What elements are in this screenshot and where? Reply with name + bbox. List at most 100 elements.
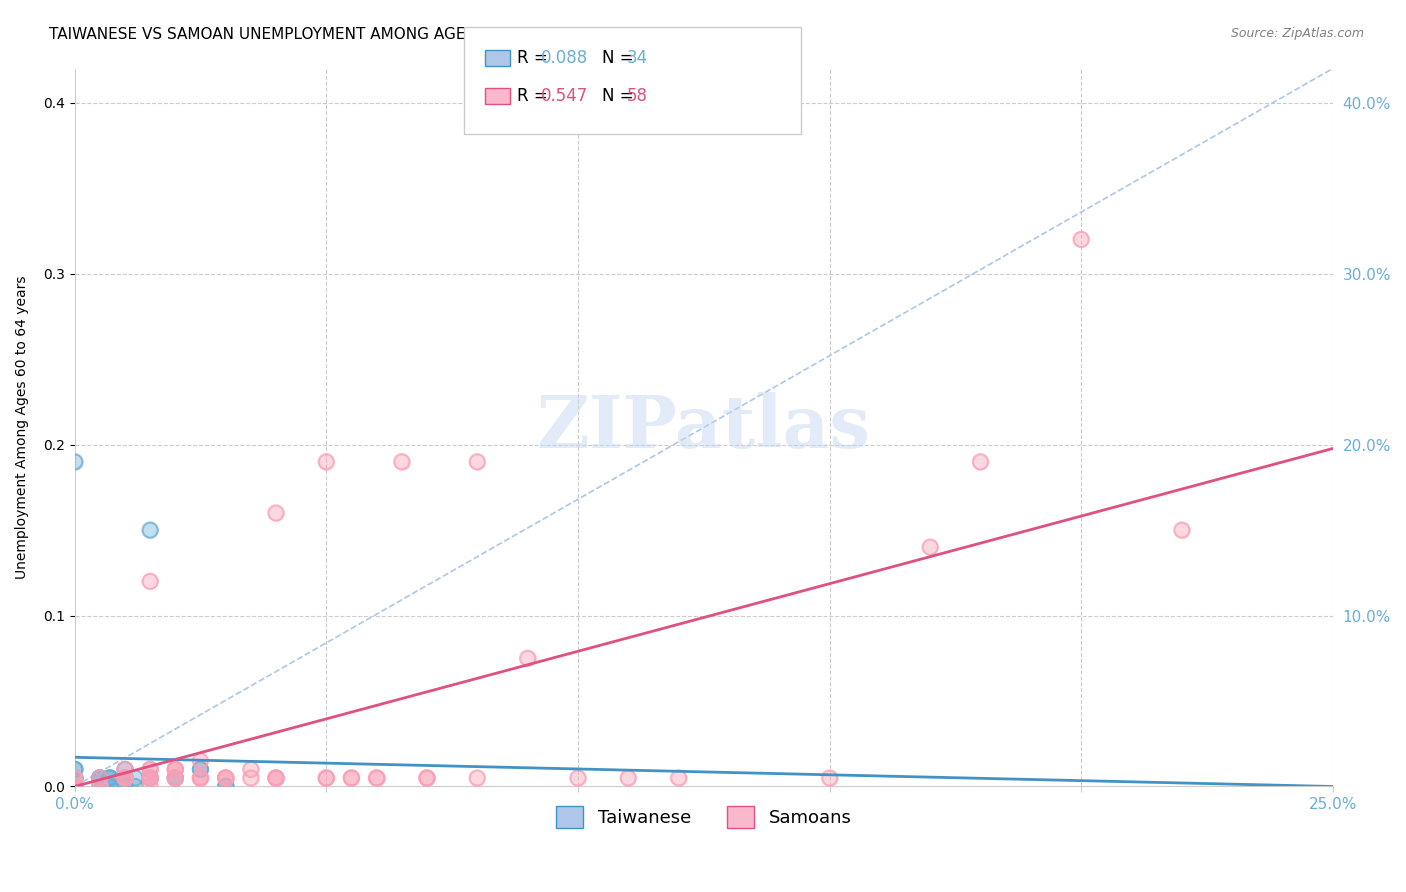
Point [89, 771, 111, 785]
Point [617, 771, 640, 785]
Text: ZIPatlas: ZIPatlas [537, 392, 870, 463]
Point [969, 455, 991, 469]
Point [89, 780, 111, 794]
Text: TAIWANESE VS SAMOAN UNEMPLOYMENT AMONG AGES 60 TO 64 YEARS CORRELATION CHART: TAIWANESE VS SAMOAN UNEMPLOYMENT AMONG A… [49, 27, 775, 42]
Point [264, 771, 287, 785]
Point [516, 651, 538, 665]
Point [89, 771, 111, 785]
Text: R =: R = [517, 87, 554, 105]
Point [114, 771, 136, 785]
Point [114, 771, 136, 785]
Point [190, 771, 212, 785]
Point [264, 506, 287, 520]
Point [114, 780, 136, 794]
Point [63, 780, 86, 794]
Point [190, 771, 212, 785]
Point [315, 455, 337, 469]
Point [139, 763, 162, 777]
Point [89, 780, 111, 794]
Point [124, 780, 146, 794]
Point [89, 780, 111, 794]
Point [165, 771, 187, 785]
Point [264, 506, 287, 520]
Point [818, 771, 841, 785]
Point [114, 771, 136, 785]
Point [114, 780, 136, 794]
Point [114, 763, 136, 777]
Point [114, 780, 136, 794]
Point [63, 780, 86, 794]
Point [920, 540, 942, 554]
Point [63, 763, 86, 777]
Point [190, 763, 212, 777]
Point [165, 763, 187, 777]
Point [124, 771, 146, 785]
Point [98, 771, 121, 785]
Point [465, 455, 488, 469]
Point [214, 771, 236, 785]
Point [516, 651, 538, 665]
Point [114, 763, 136, 777]
Point [190, 763, 212, 777]
Point [165, 771, 187, 785]
Point [340, 771, 363, 785]
Point [63, 780, 86, 794]
Text: N =: N = [602, 49, 638, 67]
Point [139, 763, 162, 777]
Point [114, 771, 136, 785]
Point [264, 771, 287, 785]
Point [1070, 232, 1092, 246]
Point [98, 780, 121, 794]
Text: 0.088: 0.088 [541, 49, 589, 67]
Point [366, 771, 388, 785]
Point [214, 780, 236, 794]
Point [1070, 232, 1092, 246]
Point [139, 763, 162, 777]
Point [139, 771, 162, 785]
Point [63, 763, 86, 777]
Text: 34: 34 [627, 49, 648, 67]
Point [89, 780, 111, 794]
Point [124, 780, 146, 794]
Point [63, 455, 86, 469]
Point [139, 574, 162, 589]
Point [465, 771, 488, 785]
Point [315, 771, 337, 785]
Point [89, 771, 111, 785]
Point [190, 771, 212, 785]
Text: 0.547: 0.547 [541, 87, 589, 105]
Point [63, 771, 86, 785]
Text: Source: ZipAtlas.com: Source: ZipAtlas.com [1230, 27, 1364, 40]
Point [98, 780, 121, 794]
Point [114, 771, 136, 785]
Point [214, 771, 236, 785]
Point [190, 754, 212, 768]
Point [139, 763, 162, 777]
Point [416, 771, 439, 785]
Point [114, 771, 136, 785]
Point [315, 771, 337, 785]
Point [190, 763, 212, 777]
Point [63, 763, 86, 777]
Point [340, 771, 363, 785]
Legend: Taiwanese, Samoans: Taiwanese, Samoans [548, 798, 859, 835]
Point [139, 771, 162, 785]
Point [124, 771, 146, 785]
Point [190, 771, 212, 785]
Point [114, 780, 136, 794]
Point [165, 771, 187, 785]
Point [165, 763, 187, 777]
Point [139, 771, 162, 785]
Point [264, 771, 287, 785]
Point [668, 771, 690, 785]
Point [1171, 523, 1194, 537]
Point [920, 540, 942, 554]
Point [165, 771, 187, 785]
Point [340, 771, 363, 785]
Point [239, 763, 262, 777]
Point [214, 771, 236, 785]
Point [165, 771, 187, 785]
Point [190, 771, 212, 785]
Point [114, 780, 136, 794]
Point [63, 780, 86, 794]
